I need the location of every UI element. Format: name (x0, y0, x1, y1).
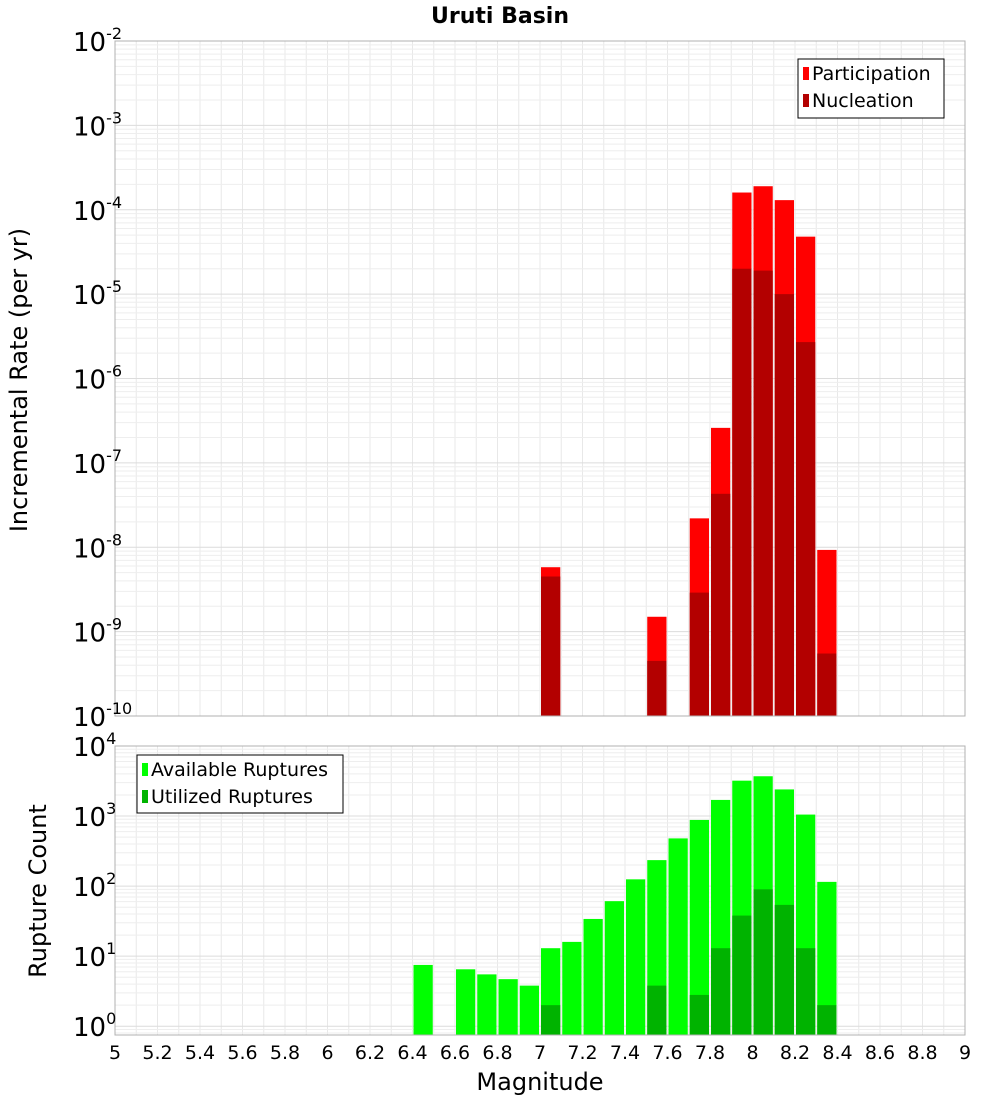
x-tick-label: 7.6 (652, 1042, 682, 1064)
legend-swatch (803, 94, 809, 107)
x-tick-label: 5.2 (142, 1042, 172, 1064)
legend-label: Participation (812, 63, 931, 85)
x-tick-label: 9 (959, 1042, 971, 1064)
chart-title: Uruti Basin (431, 4, 569, 29)
x-axis-label: Magnitude (476, 1068, 603, 1096)
x-tick-label: 8.4 (822, 1042, 852, 1064)
y-tick-label: 10-4 (73, 193, 122, 227)
count-bar-b (732, 915, 752, 1035)
count-bar-a (456, 969, 476, 1035)
x-tick-label: 7.8 (695, 1042, 725, 1064)
count-bar-b (753, 889, 773, 1035)
legend-box (136, 754, 344, 814)
legend-label: Available Ruptures (151, 759, 328, 781)
x-tick-label: 6.2 (355, 1042, 385, 1064)
count-bar-a (817, 881, 837, 1035)
legend-label: Nucleation (812, 90, 914, 112)
x-tick-label: 6.6 (440, 1042, 470, 1064)
x-tick-label: 8.2 (780, 1042, 810, 1064)
y-tick-label: 100 (73, 1009, 116, 1043)
incremental-rate-panel: 10-2 10-3 10-4 10-5 10-6 10-7 10-8 10-9 10-10 Par… (73, 24, 966, 733)
rate-bar-b (689, 592, 709, 716)
count-bar-a (626, 879, 646, 1035)
x-tick-label: 5.8 (270, 1042, 300, 1064)
x-tick-label: 8.8 (907, 1042, 937, 1064)
rupture-count-panel: 104 103 102 101 100 Available Ruptures Utilize… (73, 729, 971, 1064)
bottom-y-axis-label: Rupture Count (24, 804, 52, 978)
x-tick-label: 7.4 (610, 1042, 640, 1064)
plot-frame (114, 745, 966, 1036)
count-bar-b (689, 994, 709, 1035)
legend-swatch (803, 67, 809, 80)
y-tick-label: 10-5 (73, 277, 122, 311)
y-tick-label: 103 (73, 799, 116, 833)
rate-bar-b (753, 270, 773, 716)
y-tick-label: 10-6 (73, 362, 122, 396)
x-tick-label: 6.8 (482, 1042, 512, 1064)
legend-swatch (142, 790, 148, 803)
plot-frame (114, 40, 966, 717)
count-bar-a (583, 918, 603, 1035)
count-bar-b (774, 904, 794, 1035)
y-tick-label: 10-9 (73, 615, 122, 649)
y-tick-label: 10-7 (73, 446, 122, 480)
count-bar-a (413, 964, 433, 1035)
count-bar-a (562, 941, 582, 1035)
count-bar-a (477, 974, 497, 1035)
x-tick-label: 5 (109, 1042, 121, 1064)
y-tick-label: 102 (73, 869, 116, 903)
legend-swatch (142, 763, 148, 776)
rate-bar-b (732, 268, 752, 716)
count-bar-b (796, 948, 816, 1035)
y-tick-label: 10-8 (73, 530, 122, 564)
y-tick-label: 10-10 (73, 699, 132, 733)
y-tick-label: 101 (73, 939, 116, 973)
legend-label: Utilized Ruptures (151, 786, 313, 808)
top-y-axis-label: Incremental Rate (per yr) (5, 228, 33, 532)
x-tick-label: 6.4 (397, 1042, 427, 1064)
y-tick-label: 10-3 (73, 108, 122, 142)
rate-bar-b (796, 342, 816, 716)
x-tick-label: 7 (534, 1042, 546, 1064)
y-tick-label: 104 (73, 729, 116, 763)
rate-bar-b (647, 660, 667, 716)
rate-bar-b (541, 576, 561, 716)
count-bar-a (498, 979, 518, 1035)
count-bar-b (647, 985, 667, 1035)
y-tick-label: 10-2 (73, 24, 122, 58)
count-bar-a (519, 985, 539, 1035)
x-tick-label: 8.6 (865, 1042, 895, 1064)
count-bar-a (604, 901, 624, 1035)
count-bar-b (711, 948, 731, 1035)
rate-bar-b (817, 653, 837, 716)
x-tick-label: 5.4 (185, 1042, 215, 1064)
x-tick-label: 7.2 (567, 1042, 597, 1064)
count-bar-b (817, 1005, 837, 1035)
x-tick-label: 8 (746, 1042, 758, 1064)
count-bar-b (541, 1005, 561, 1035)
x-tick-label: 5.6 (227, 1042, 257, 1064)
rate-bar-b (711, 493, 731, 716)
legend-box (797, 58, 945, 119)
rate-bar-b (774, 294, 794, 716)
count-bar-a (689, 819, 709, 1035)
x-tick-label: 6 (321, 1042, 333, 1064)
count-bar-a (668, 838, 688, 1035)
